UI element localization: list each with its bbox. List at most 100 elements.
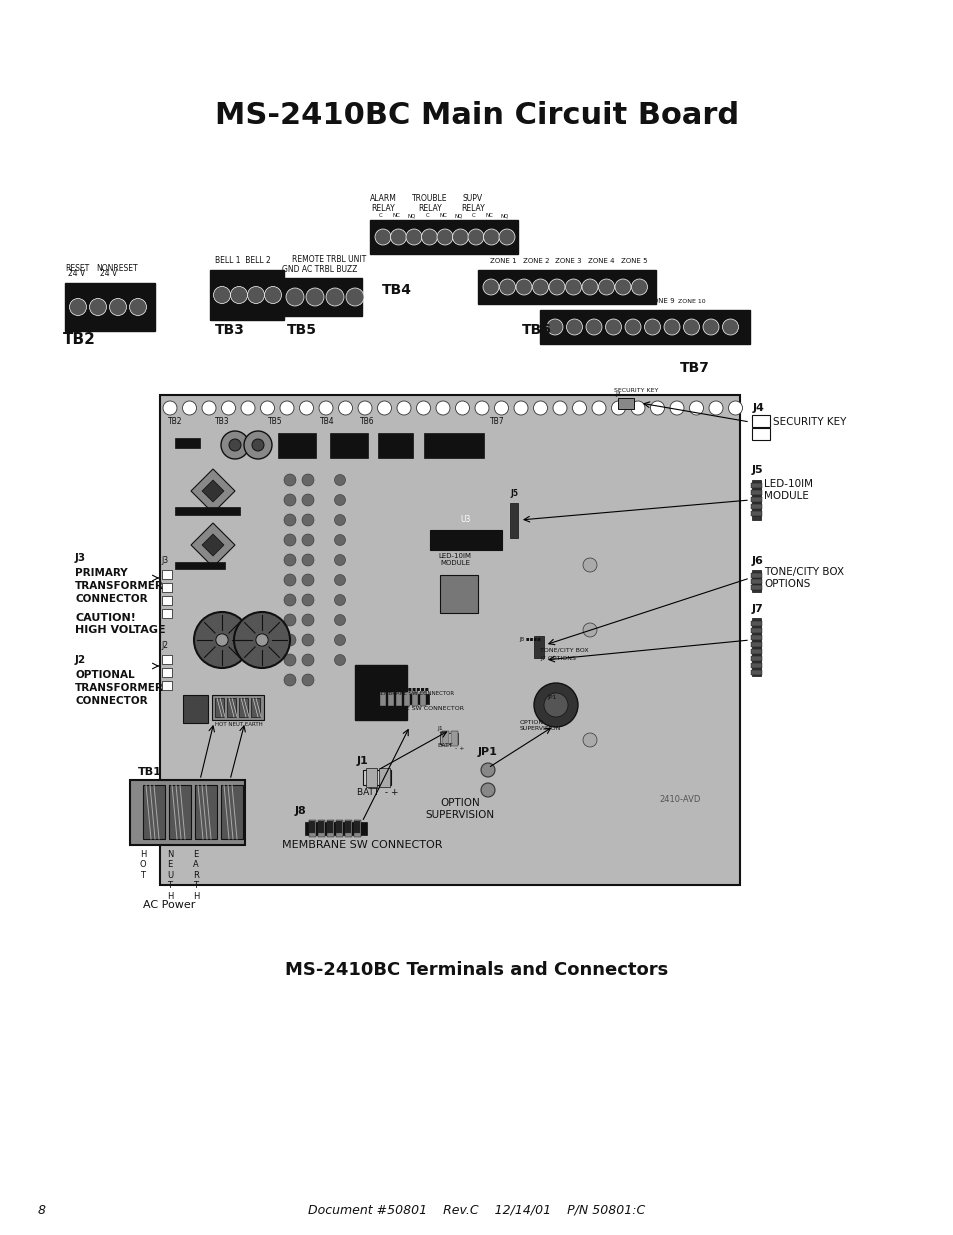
- Circle shape: [302, 634, 314, 646]
- Circle shape: [532, 279, 548, 295]
- Text: TROUBLE
RELAY: TROUBLE RELAY: [412, 194, 447, 212]
- Circle shape: [396, 401, 411, 415]
- Circle shape: [582, 734, 597, 747]
- Circle shape: [302, 594, 314, 606]
- Circle shape: [566, 319, 582, 335]
- Text: PRIMARY: PRIMARY: [75, 568, 128, 578]
- Bar: [194, 785, 216, 839]
- Circle shape: [728, 401, 741, 415]
- Text: J2: J2: [75, 655, 86, 664]
- Circle shape: [406, 228, 421, 245]
- Circle shape: [252, 438, 264, 451]
- Text: J5: J5: [510, 489, 517, 498]
- Bar: [366, 768, 376, 787]
- Text: TB2: TB2: [63, 332, 95, 347]
- Circle shape: [335, 594, 345, 605]
- Bar: [345, 821, 351, 832]
- Bar: [477, 270, 656, 304]
- Circle shape: [280, 401, 294, 415]
- Text: MEMBRANE SW CONNECTOR: MEMBRANE SW CONNECTOR: [282, 840, 442, 850]
- Circle shape: [582, 622, 597, 637]
- Bar: [130, 781, 245, 845]
- Bar: [750, 511, 761, 516]
- Text: U3: U3: [460, 515, 471, 525]
- Text: NC: NC: [392, 212, 400, 219]
- Circle shape: [318, 401, 333, 415]
- Text: TB7: TB7: [679, 361, 709, 375]
- Polygon shape: [191, 469, 234, 513]
- Circle shape: [241, 401, 254, 415]
- Circle shape: [284, 474, 295, 487]
- Circle shape: [421, 228, 437, 245]
- Circle shape: [182, 401, 196, 415]
- Circle shape: [335, 535, 345, 546]
- Circle shape: [335, 555, 345, 566]
- Circle shape: [302, 674, 314, 685]
- Text: HIGH VOLTAGE: HIGH VOLTAGE: [75, 625, 166, 635]
- Circle shape: [702, 319, 719, 335]
- Circle shape: [615, 279, 630, 295]
- Bar: [751, 480, 760, 520]
- Circle shape: [533, 401, 547, 415]
- Circle shape: [335, 494, 345, 505]
- Circle shape: [483, 228, 499, 245]
- Bar: [379, 692, 386, 706]
- Text: SUPV
RELAY: SUPV RELAY: [460, 194, 484, 212]
- Circle shape: [284, 494, 295, 506]
- Text: TRANSFORMER: TRANSFORMER: [75, 683, 164, 693]
- Text: BATT: BATT: [436, 743, 452, 748]
- Circle shape: [110, 299, 127, 315]
- Circle shape: [264, 287, 281, 304]
- Circle shape: [565, 279, 581, 295]
- Text: NQ: NQ: [454, 212, 462, 219]
- Text: OPTION
SUPERVISION: OPTION SUPERVISION: [519, 720, 560, 731]
- Circle shape: [585, 319, 601, 335]
- Bar: [65, 283, 154, 331]
- Text: E
A
R
T
H: E A R T H: [193, 850, 199, 900]
- Circle shape: [689, 401, 702, 415]
- Bar: [618, 398, 634, 409]
- Bar: [441, 731, 449, 746]
- Circle shape: [416, 401, 430, 415]
- Circle shape: [244, 431, 272, 459]
- Circle shape: [553, 401, 566, 415]
- Bar: [162, 583, 172, 592]
- Text: NC: NC: [438, 212, 446, 219]
- Circle shape: [284, 614, 295, 626]
- Text: J7 OPTIONS: J7 OPTIONS: [539, 656, 576, 661]
- Text: MEMBRANE SW CONNECTOR: MEMBRANE SW CONNECTOR: [374, 706, 463, 711]
- Text: ZONE 6: ZONE 6: [550, 298, 576, 304]
- Circle shape: [468, 228, 483, 245]
- Text: CONNECTOR: CONNECTOR: [75, 594, 148, 604]
- Circle shape: [630, 401, 644, 415]
- Text: J1: J1: [436, 726, 442, 731]
- Bar: [183, 695, 208, 722]
- Text: RESET: RESET: [65, 264, 90, 273]
- Bar: [335, 820, 343, 837]
- Text: BATT  - +: BATT - +: [356, 788, 398, 797]
- Bar: [221, 785, 243, 839]
- Bar: [305, 823, 367, 835]
- Circle shape: [213, 287, 231, 304]
- Text: - +: - +: [455, 746, 464, 751]
- Circle shape: [480, 783, 495, 797]
- Circle shape: [299, 401, 314, 415]
- Text: TB1: TB1: [138, 767, 162, 777]
- Bar: [430, 530, 501, 550]
- Text: REMOTE TRBL UNIT: REMOTE TRBL UNIT: [292, 254, 366, 264]
- Text: ZONE 1: ZONE 1: [490, 258, 517, 264]
- Text: J8 ▪▪▪▪▪: J8 ▪▪▪▪▪: [399, 687, 429, 692]
- Circle shape: [215, 634, 228, 646]
- Bar: [395, 692, 401, 706]
- Circle shape: [494, 401, 508, 415]
- Circle shape: [284, 534, 295, 546]
- Bar: [354, 821, 359, 832]
- Circle shape: [229, 438, 241, 451]
- Text: 2410-AVD: 2410-AVD: [659, 795, 700, 804]
- Text: JP1: JP1: [477, 747, 497, 757]
- Bar: [378, 768, 390, 787]
- Circle shape: [284, 555, 295, 566]
- Text: NQ: NQ: [407, 212, 416, 219]
- Bar: [439, 576, 477, 613]
- Bar: [327, 820, 334, 837]
